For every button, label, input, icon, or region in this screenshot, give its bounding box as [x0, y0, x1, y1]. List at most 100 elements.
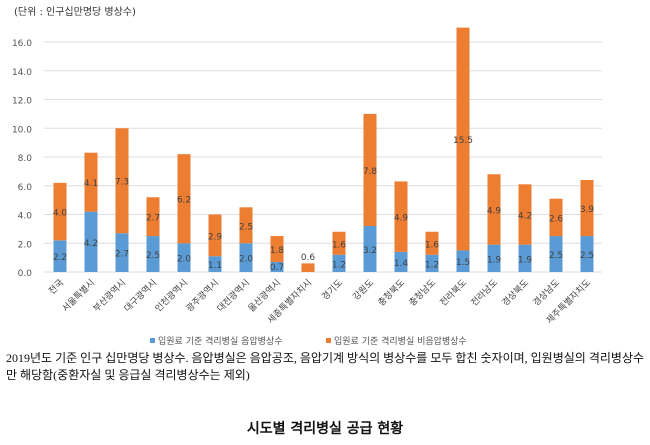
bar-segment [549, 236, 563, 272]
data-label: 3.2 [363, 246, 377, 256]
data-label: 4.2 [518, 212, 532, 222]
data-label: 1.6 [425, 240, 440, 250]
y-tick-label: 2.0 [18, 240, 33, 250]
y-tick-label: 6.0 [18, 183, 33, 193]
data-label: 3.9 [580, 205, 595, 215]
legend-swatch [150, 338, 155, 343]
bar-segment [208, 256, 222, 272]
data-label: 15.5 [453, 136, 473, 146]
x-tick-label: 강원도 [351, 277, 376, 302]
data-label: 4.9 [394, 214, 409, 224]
bar-segment [580, 180, 594, 237]
data-label: 1.9 [518, 255, 533, 265]
bar-segment [332, 231, 346, 255]
data-label: 2.5 [580, 251, 594, 261]
bar-segment [580, 236, 594, 272]
x-tick-label: 서울특별시 [60, 277, 97, 314]
x-tick-label: 대전광역시 [214, 277, 252, 315]
data-label: 1.6 [332, 240, 347, 250]
y-tick-label: 12.0 [12, 97, 32, 107]
y-tick-label: 10.0 [12, 125, 32, 135]
bar-segment [208, 214, 222, 257]
data-label: 2.5 [239, 222, 253, 232]
y-tick-label: 14.0 [12, 68, 32, 78]
bar-segment [270, 261, 284, 272]
bar-segment [84, 152, 98, 212]
y-tick-label: 8.0 [18, 154, 33, 164]
bar-segment [270, 236, 284, 262]
bar-segment [332, 254, 346, 272]
x-tick-label: 광주광역시 [183, 277, 221, 315]
legend-swatch [326, 338, 331, 343]
data-label: 0.6 [301, 253, 316, 263]
bar-segment [115, 128, 129, 234]
bar-segment [518, 184, 532, 245]
data-label: 2.5 [549, 251, 563, 261]
x-tick-label: 경기도 [319, 277, 345, 303]
data-label: 2.0 [239, 255, 254, 265]
bar-segment [518, 244, 532, 272]
y-tick-label: 16.0 [12, 39, 32, 49]
bar-segment [146, 236, 160, 272]
bar-segment [177, 243, 191, 272]
x-tick-label: 경상북도 [499, 277, 531, 309]
bar-segment [487, 244, 501, 272]
data-label: 1.2 [332, 260, 346, 270]
data-label: 1.5 [456, 258, 470, 268]
y-tick-label: 0.0 [18, 269, 33, 279]
data-label: 4.9 [487, 206, 502, 216]
bar-segment [549, 198, 563, 237]
bar-segment [487, 174, 501, 245]
data-label: 0.7 [270, 263, 284, 273]
x-tick-label: 전라남도 [469, 277, 500, 308]
data-label: 2.5 [146, 251, 160, 261]
stacked-bar-chart: 0.0 2.0 4.0 6.0 8.0 10.0 12.0 14.0 16.0 2.2 4.0 전국 4… [12, 27, 602, 347]
data-label: 4.2 [84, 239, 98, 249]
data-label: 2.6 [549, 214, 564, 224]
x-tick-label: 경상남도 [530, 277, 562, 309]
bar-segment [456, 250, 470, 272]
bar-segment [425, 231, 439, 255]
bar-segment [394, 251, 408, 272]
legend-label: 입원료 기준 격리병실 음압병상수 [158, 335, 283, 347]
x-tick-label: 충청남도 [407, 277, 438, 308]
data-label: 7.3 [115, 178, 129, 188]
bar-segment [394, 181, 408, 252]
data-label: 4.1 [84, 179, 98, 189]
x-tick-label: 충청북도 [376, 277, 407, 308]
unit-label: (단위 : 인구십만명당 병상수) [14, 7, 136, 18]
bar-segment [363, 226, 377, 272]
legend-label: 입원료 기준 격리병실 비음압병상수 [334, 335, 467, 347]
bar-segment [456, 27, 470, 251]
data-label: 1.1 [208, 261, 222, 271]
footnote: 2019년도 기준 인구 십만명당 병상수. 음압병실은 음압공조, 음압기계 … [6, 351, 645, 382]
bar-segment [425, 254, 439, 272]
data-label: 2.9 [208, 232, 223, 242]
data-label: 1.2 [425, 260, 439, 270]
data-label: 1.8 [270, 246, 285, 256]
bar-segment [177, 154, 191, 244]
bar-segment [115, 233, 129, 272]
data-label: 2.7 [115, 250, 129, 260]
bar-segment [239, 243, 253, 272]
bar-segment [84, 211, 98, 272]
bar-segment [363, 113, 377, 226]
data-label: 7.8 [363, 167, 378, 177]
data-label: 6.2 [177, 196, 191, 206]
bar-segment [146, 197, 160, 237]
data-label: 1.4 [394, 259, 409, 269]
figure-caption: 시도별 격리병실 공급 현황 [246, 421, 404, 437]
data-label: 1.9 [487, 255, 502, 265]
data-label: 2.2 [53, 253, 67, 263]
x-tick-label: 대구광역시 [121, 277, 159, 315]
x-tick-label: 인천광역시 [152, 277, 190, 315]
data-label: 2.7 [146, 214, 160, 224]
x-tick-label: 부산광역시 [90, 277, 128, 315]
x-tick-label: 전라북도 [438, 277, 469, 308]
bar-segment [53, 240, 67, 272]
bar-segment [301, 263, 315, 272]
bar-segment [239, 207, 253, 244]
bar-segment [53, 182, 67, 241]
data-label: 4.0 [53, 209, 68, 219]
